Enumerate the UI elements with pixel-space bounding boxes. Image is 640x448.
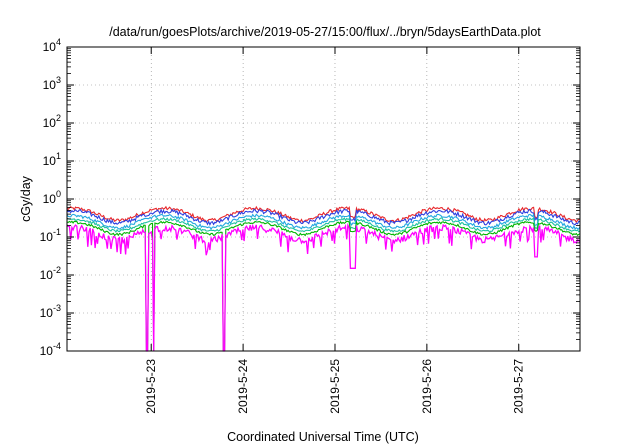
y-tick-label: 102 [43, 113, 61, 130]
y-tick-label: 101 [43, 151, 61, 168]
x-tick-label: 2019-5-23 [144, 359, 158, 414]
y-tick-label: 10-1 [40, 227, 61, 244]
series-line [66, 222, 581, 352]
x-tick-label: 2019-5-26 [420, 359, 434, 414]
x-axis-label: Coordinated Universal Time (UTC) [227, 430, 419, 444]
series-line [66, 216, 581, 233]
y-axis-label: cGy/day [19, 175, 33, 222]
chart-title: /data/run/goesPlots/archive/2019-05-27/1… [109, 25, 541, 39]
series-layer [66, 205, 581, 352]
series-line [66, 213, 581, 231]
y-tick-label: 104 [43, 37, 61, 54]
x-axis: 2019-5-23 2019-5-24 2019-5-25 2019-5-26 2019… [144, 47, 526, 414]
y-tick-label: 10-4 [40, 341, 61, 358]
grid [67, 47, 580, 351]
y-tick-label: 103 [43, 75, 61, 92]
y-tick-label: 10-2 [40, 265, 61, 282]
y-axis: 10-4 10-3 10-2 10-1 100 101 102 103 104 [40, 37, 580, 358]
x-tick-label: 2019-5-24 [236, 359, 250, 414]
x-tick-label: 2019-5-25 [328, 359, 342, 414]
series-line [66, 208, 581, 227]
y-tick-label: 100 [43, 189, 61, 206]
y-tick-label: 10-3 [40, 303, 61, 320]
x-tick-label: 2019-5-27 [512, 359, 526, 414]
series-line [66, 220, 581, 352]
